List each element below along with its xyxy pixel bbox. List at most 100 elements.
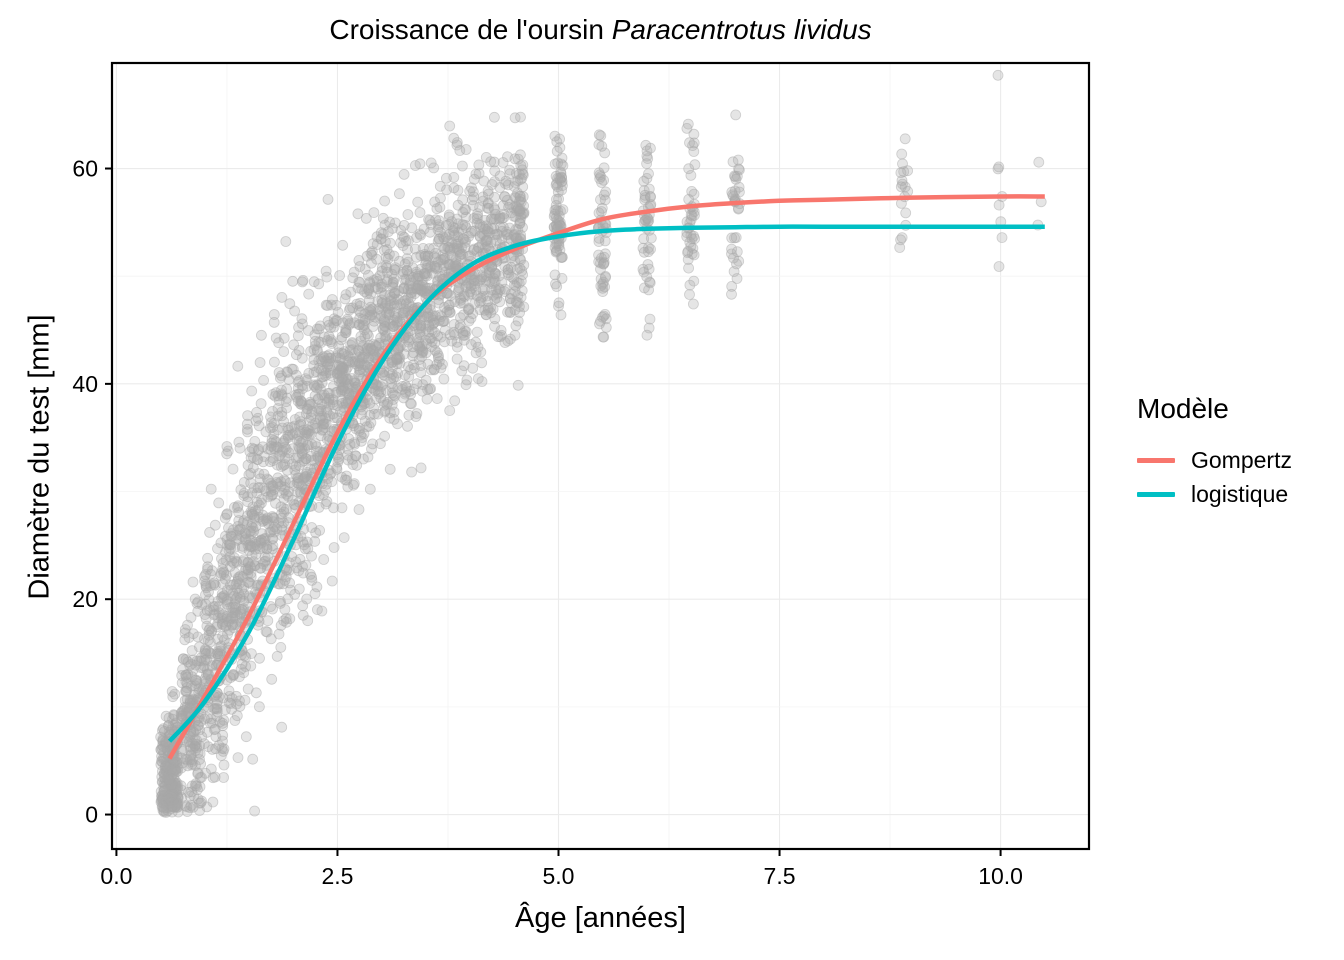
data-point <box>688 275 700 287</box>
data-point <box>293 344 305 356</box>
data-point <box>596 140 608 152</box>
data-point <box>597 282 609 294</box>
data-point <box>274 598 286 609</box>
data-point <box>471 290 483 302</box>
data-point <box>266 673 278 685</box>
data-point <box>341 470 352 482</box>
data-point <box>268 417 280 429</box>
data-point <box>318 554 330 565</box>
data-point <box>187 664 199 676</box>
data-point <box>289 589 301 600</box>
data-point <box>268 309 280 320</box>
data-point <box>284 613 296 625</box>
data-point <box>471 326 483 338</box>
data-point <box>398 168 410 180</box>
data-point <box>265 633 277 645</box>
data-point <box>384 463 396 475</box>
data-point <box>375 233 387 245</box>
data-point <box>384 237 396 249</box>
data-point <box>247 753 259 765</box>
data-point <box>431 359 443 371</box>
data-point <box>313 336 325 348</box>
data-point <box>227 601 239 613</box>
x-tick-label: 7.5 <box>764 863 796 889</box>
data-point <box>359 263 371 275</box>
data-point <box>645 243 656 255</box>
data-point <box>187 576 199 588</box>
data-point <box>326 575 338 587</box>
data-point <box>204 636 216 648</box>
data-point <box>258 374 270 386</box>
data-point <box>358 324 370 336</box>
data-point <box>228 557 240 569</box>
data-point <box>643 215 655 227</box>
data-point <box>278 332 290 344</box>
data-point <box>448 182 460 194</box>
data-point <box>553 300 564 312</box>
data-point <box>181 694 193 705</box>
data-point <box>467 308 479 320</box>
data-point <box>379 300 391 312</box>
data-point <box>460 379 472 391</box>
data-point <box>227 670 239 682</box>
data-point <box>301 593 313 605</box>
data-point <box>265 490 277 502</box>
data-point <box>251 406 263 418</box>
data-point <box>641 271 653 283</box>
data-point <box>275 480 287 492</box>
data-point <box>302 615 314 627</box>
data-point <box>200 648 212 660</box>
data-point <box>220 569 232 581</box>
data-point <box>457 327 469 339</box>
data-point <box>595 130 607 142</box>
data-point <box>403 332 414 344</box>
data-point <box>225 539 237 551</box>
data-point <box>900 207 912 219</box>
data-point <box>515 174 526 186</box>
data-point <box>494 211 506 222</box>
data-point <box>275 620 287 631</box>
data-point <box>320 265 332 277</box>
data-point <box>160 710 172 722</box>
data-point <box>253 701 265 713</box>
data-point <box>393 188 405 200</box>
data-point <box>363 284 375 296</box>
data-point <box>375 386 387 398</box>
data-point <box>457 219 469 231</box>
data-point <box>234 591 246 603</box>
data-point <box>217 746 229 757</box>
data-point <box>299 543 311 555</box>
data-point <box>273 367 285 378</box>
data-point <box>476 357 488 369</box>
data-point <box>199 609 211 620</box>
data-point <box>473 159 485 171</box>
data-point <box>177 653 189 664</box>
x-tick-label: 2.5 <box>321 863 353 889</box>
data-point <box>289 427 301 439</box>
data-point <box>444 405 456 417</box>
data-point <box>444 228 455 240</box>
data-point <box>371 253 383 265</box>
data-point <box>157 733 169 745</box>
data-point <box>732 154 744 166</box>
data-point <box>375 310 387 322</box>
data-point <box>245 648 257 659</box>
data-point <box>159 774 171 786</box>
data-point <box>468 274 480 286</box>
data-point <box>219 573 231 585</box>
data-point <box>472 242 484 254</box>
data-point <box>337 239 349 251</box>
data-point <box>553 193 564 205</box>
data-point <box>191 598 203 609</box>
data-point <box>266 543 278 555</box>
data-point <box>382 396 394 408</box>
data-point <box>208 577 220 589</box>
data-point <box>221 508 233 520</box>
data-point <box>190 778 202 789</box>
data-point <box>261 626 273 638</box>
grid-lines <box>112 63 1089 849</box>
data-point <box>514 195 525 207</box>
data-point <box>470 336 482 348</box>
data-point <box>202 552 214 564</box>
data-point <box>209 723 221 735</box>
